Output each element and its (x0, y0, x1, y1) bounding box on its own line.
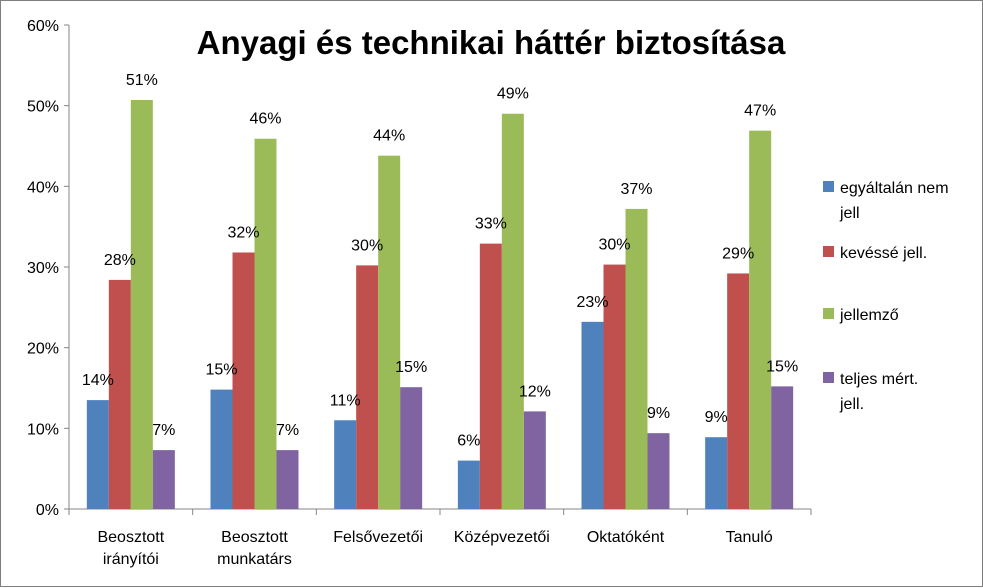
data-label: 37% (620, 181, 652, 198)
bar (771, 386, 794, 509)
legend-swatch (823, 372, 834, 383)
bar (705, 437, 728, 509)
category-labels: Beosztott irányítói Beosztott munkatárs Fels… (97, 529, 772, 568)
data-label: 33% (475, 216, 507, 233)
y-tick-label: 30% (27, 260, 59, 277)
data-label: 7% (152, 422, 175, 439)
data-label: 28% (104, 252, 136, 269)
data-label: 29% (722, 245, 754, 262)
legend-swatch (823, 246, 834, 257)
x-category-label: Tanuló (726, 529, 773, 546)
bar (523, 411, 546, 509)
bar (603, 264, 626, 509)
bar (232, 252, 255, 510)
x-category-label: Oktatóként (587, 529, 665, 546)
y-tick-label: 40% (27, 179, 59, 196)
bar (378, 155, 401, 509)
x-category-label: Beosztott irányítói (97, 529, 164, 568)
legend-entry-label: jellemző (839, 307, 899, 324)
x-category-label: Beosztott munkatárs (217, 529, 292, 568)
data-label: 14% (82, 372, 114, 389)
data-label: 15% (766, 358, 798, 375)
y-tick-label: 10% (27, 421, 59, 438)
legend-entry-label: kevéssé jell. (840, 245, 927, 262)
bar (727, 273, 750, 509)
bar (581, 321, 604, 509)
legend-entry-label: egyáltalán nem jell (839, 180, 949, 222)
data-label: 9% (705, 409, 728, 426)
bar (479, 243, 502, 509)
x-category-label: Középvezetői (454, 529, 550, 546)
data-label: 12% (519, 383, 551, 400)
bar (276, 450, 299, 509)
legend: egyáltalán nem jell kevéssé jell. jellemző… (823, 180, 949, 413)
axes: 0% 10% 20% 30% 40% 50% 60% (27, 18, 812, 519)
y-tick-label: 60% (27, 18, 59, 35)
data-label: 6% (457, 433, 480, 450)
data-label: 30% (351, 237, 383, 254)
data-label: 15% (205, 362, 237, 379)
data-label: 47% (744, 103, 776, 120)
data-label: 11% (330, 392, 361, 409)
bar (152, 450, 175, 509)
bar (356, 265, 379, 509)
x-category-label: Felsővezetői (333, 529, 423, 546)
data-label: 23% (576, 294, 608, 311)
data-label: 49% (497, 86, 529, 103)
bar (108, 279, 131, 509)
bar (210, 389, 233, 509)
bar (334, 420, 357, 509)
data-label: 46% (249, 111, 281, 128)
bar (501, 113, 524, 509)
data-label: 32% (227, 224, 259, 241)
data-label: 7% (276, 422, 299, 439)
bar (130, 100, 153, 510)
bar (647, 433, 670, 509)
bar (749, 130, 772, 509)
bar (400, 387, 423, 509)
legend-swatch (823, 181, 834, 192)
data-label: 44% (373, 128, 405, 145)
bars (86, 100, 794, 510)
y-tick-label: 20% (27, 341, 59, 358)
data-labels: 14% 28% 51% 7% 15% 32% 46% 7% 11% 30% 44% 15% 6% 33% 4… (82, 72, 798, 450)
bar (625, 208, 648, 510)
bar (457, 460, 480, 509)
data-label: 15% (395, 359, 427, 376)
legend-entry-label: teljes mért. jell. (839, 371, 918, 413)
data-label: 51% (126, 72, 158, 89)
y-tick-label: 0% (36, 502, 59, 519)
data-label: 9% (647, 405, 670, 422)
y-tick-label: 50% (27, 99, 59, 116)
chart-title: Anyagi és technikai háttér biztosítása (197, 24, 786, 61)
bar (86, 400, 109, 509)
legend-swatch (823, 308, 834, 319)
data-label: 30% (598, 237, 630, 254)
bar (254, 138, 277, 510)
